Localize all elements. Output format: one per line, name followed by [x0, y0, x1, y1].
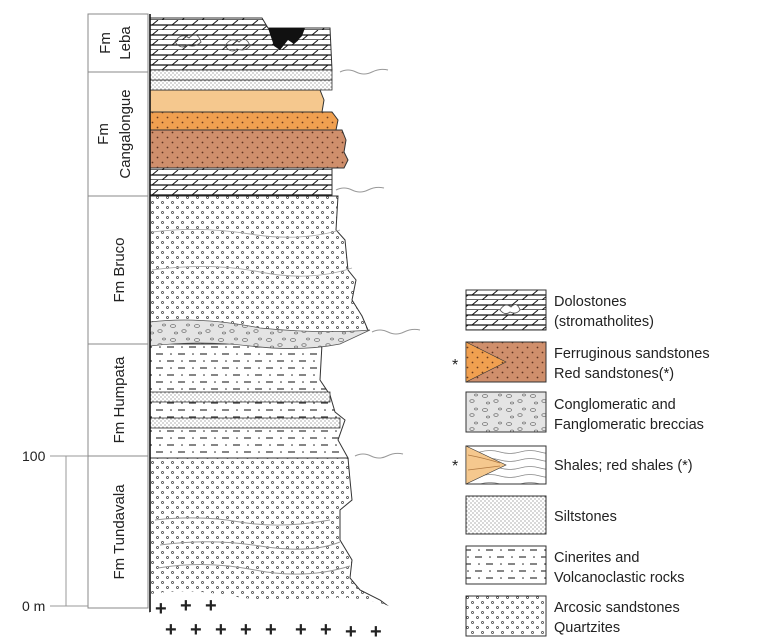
- formation-label-tundavala: Fm Tundavala: [111, 484, 128, 580]
- legend-item-conglomerate: Conglomeratic and Fanglomeratic breccias: [465, 391, 704, 433]
- svg-text:+: +: [265, 619, 277, 641]
- legend-marker-shale: *: [452, 458, 458, 475]
- legend-item-ferruginous-sandstone: * Ferruginous sandstones Red sandstones(…: [452, 341, 710, 383]
- formation-prefix-leba: Fm: [97, 32, 114, 54]
- svg-text:+: +: [370, 621, 382, 642]
- layer-cangalongue: [149, 79, 349, 197]
- layer-bruco-conglomerate: [149, 319, 371, 349]
- formation-label-bruco: Fm Bruco: [111, 237, 128, 302]
- legend-swatch-siltstone: [465, 495, 547, 535]
- formation-name-leba: Leba: [117, 26, 134, 60]
- legend-item-arcosic-sandstone: Arcosic sandstones Quartzites: [465, 595, 680, 637]
- svg-text:+: +: [180, 595, 192, 617]
- legend-label-conglomerate-2: Fanglomeratic breccias: [554, 417, 704, 433]
- formation-label-humpata: Fm Humpata: [111, 356, 128, 443]
- legend-label-siltstone: Siltstones: [554, 509, 617, 525]
- legend-label-ferruginous-1: Ferruginous sandstones: [554, 346, 710, 362]
- legend-swatch-arcosic-sandstone: [465, 595, 547, 637]
- scale-bar: 100 0 m: [22, 448, 88, 614]
- legend-label-arcosic-1: Arcosic sandstones: [554, 600, 680, 616]
- svg-text:+: +: [295, 619, 307, 641]
- formation-labels: Fm Leba Fm Cangalongue Fm Bruco Fm Humpa…: [87, 13, 149, 609]
- formation-prefix-cangalongue: Fm: [95, 123, 112, 145]
- legend-swatch-cinerite: [465, 545, 547, 585]
- legend-item-siltstone: Siltstones: [465, 495, 617, 535]
- layer-bruco-arcosic-sandstone: [149, 195, 369, 345]
- svg-text:+: +: [345, 621, 357, 642]
- unconformity-mark: [335, 186, 385, 193]
- svg-text:+: +: [155, 598, 167, 620]
- legend-label-dolostone-2: (stromatholites): [554, 314, 654, 330]
- legend-marker-ferruginous: *: [452, 357, 458, 374]
- legend-label-ferruginous-2: Red sandstones(*): [554, 366, 674, 382]
- stratigraphic-column: + + + + + + + + + + + +: [149, 14, 421, 642]
- legend-label-conglomerate-1: Conglomeratic and: [554, 397, 676, 413]
- legend-label-cinerite-2: Volcanoclastic rocks: [554, 570, 685, 586]
- svg-text:+: +: [205, 595, 217, 617]
- legend-label-dolostone-1: Dolostones: [554, 294, 627, 310]
- layer-basement-granite: + + + + + + + + + + + +: [150, 591, 398, 642]
- legend-label-shale: Shales; red shales (*): [554, 458, 693, 474]
- legend-item-dolostone: Dolostones (stromatholites): [465, 289, 654, 331]
- svg-text:+: +: [215, 619, 227, 641]
- legend-swatch-conglomerate: [465, 391, 547, 433]
- scale-label-100: 100: [22, 448, 46, 464]
- legend-item-cinerite: Cinerites and Volcanoclastic rocks: [465, 545, 685, 586]
- unconformity-mark: [371, 328, 421, 335]
- legend-item-shale: * Shales; red shales (*): [452, 445, 693, 485]
- legend: Dolostones (stromatholites) * Ferruginou…: [452, 289, 710, 637]
- legend-label-arcosic-2: Quartzites: [554, 620, 620, 636]
- legend-label-cinerite-1: Cinerites and: [554, 550, 639, 566]
- formation-name-cangalongue: Cangalongue: [117, 89, 134, 178]
- layer-humpata-cinerite: [149, 343, 349, 459]
- svg-text:+: +: [190, 619, 202, 641]
- scale-label-zero: 0 m: [22, 598, 45, 614]
- unconformity-mark: [339, 68, 389, 75]
- svg-text:+: +: [320, 619, 332, 641]
- svg-text:+: +: [165, 619, 177, 641]
- layer-tundavala-arcosic-sandstone: [149, 457, 398, 613]
- layer-leba-dolostone: [149, 17, 333, 81]
- svg-text:+: +: [240, 619, 252, 641]
- unconformity-mark: [354, 452, 404, 459]
